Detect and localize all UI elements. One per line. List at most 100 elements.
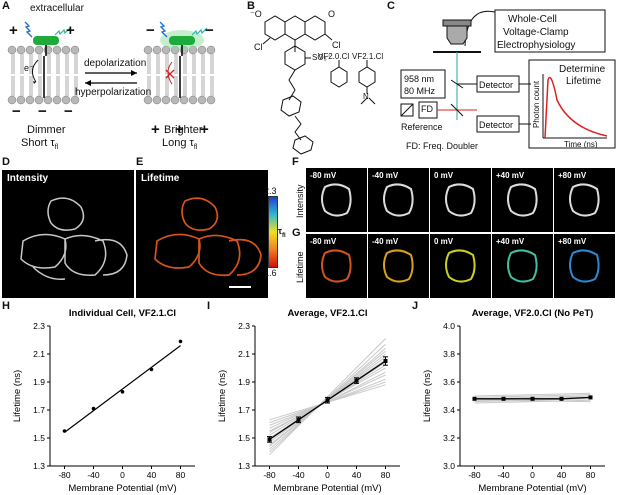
ephys-title-3: Electrophysiology xyxy=(497,40,576,51)
x-tick-label: -40 xyxy=(292,470,305,480)
y-tick-label: 3.8 xyxy=(443,349,455,359)
y-tick-label: 3.2 xyxy=(443,433,455,443)
individual-cell-line xyxy=(474,392,591,397)
intensity-tile: +40 mV xyxy=(492,168,553,232)
x-tick-label: -40 xyxy=(87,470,100,480)
x-tick-label: 80 xyxy=(381,470,391,480)
panel-a-schematic xyxy=(0,0,245,155)
determine-label-2: Lifetime xyxy=(566,76,602,87)
x-tick-label: 0 xyxy=(530,470,535,480)
y-tick-label: 2.3 xyxy=(33,321,45,331)
voltage-label: 0 mV xyxy=(434,171,454,180)
y-tick-label: 1.7 xyxy=(238,405,250,415)
electron-label: e⁻ xyxy=(24,63,34,73)
mean-point xyxy=(472,396,477,401)
panel-label-b: B xyxy=(247,0,255,12)
x-axis-label: Membrane Potential (mV) xyxy=(68,483,176,494)
voltage-label: -80 mV xyxy=(310,237,337,246)
lifetime-tile: +80 mV xyxy=(554,234,615,298)
panel-label-f: F xyxy=(292,156,299,168)
fit-line xyxy=(64,345,181,433)
right-plus-2: + xyxy=(175,121,184,138)
voltage-label: -40 mV xyxy=(372,171,399,180)
panel-b-structures xyxy=(245,0,385,155)
lifetime-cells xyxy=(154,197,262,288)
panel-label-i: I xyxy=(207,300,211,312)
cl-left-label: Cl xyxy=(254,42,263,52)
panel-label-d: D xyxy=(2,156,10,168)
y-tick-label: 1.3 xyxy=(238,461,250,471)
mean-point xyxy=(588,395,593,400)
y-tick-label: 3.0 xyxy=(443,461,455,471)
x-tick-label: -80 xyxy=(58,470,71,480)
photon-count-axis: Photon count xyxy=(532,80,541,128)
left-minus-2: − xyxy=(38,103,47,120)
fd-legend: FD: Freq. Doubler xyxy=(406,141,479,151)
x-axis-label: Membrane Potential (mV) xyxy=(478,483,586,494)
o-minus-label: ⁻O xyxy=(250,9,262,19)
y-tick-label: 1.9 xyxy=(238,377,250,387)
mean-point xyxy=(267,437,272,442)
y-tick-label: 1.7 xyxy=(33,405,45,415)
panel-label-a: A xyxy=(2,0,10,12)
so3-label: SO₃⁻ xyxy=(312,53,332,62)
x-axis-label: Membrane Potential (mV) xyxy=(273,483,381,494)
mean-point xyxy=(559,396,564,401)
y-tick-label: 3.6 xyxy=(443,377,455,387)
individual-cell-line xyxy=(474,394,591,398)
y-tick-label: 2.1 xyxy=(33,349,45,359)
right-minus-2: − xyxy=(205,22,214,39)
row-lifetime-label: Lifetime xyxy=(295,251,305,283)
right-dye-molecule xyxy=(160,30,204,98)
short-tau-label: Short τfl xyxy=(21,137,59,152)
voltage-label: 0 mV xyxy=(434,237,454,246)
mean-point xyxy=(530,396,535,401)
x-tick-label: 80 xyxy=(586,470,596,480)
y-tick-label: 1.3 xyxy=(33,461,45,471)
n-label: N xyxy=(363,92,369,101)
panel-label-c: C xyxy=(387,0,395,12)
y-axis-label: Lifetime (ns) xyxy=(217,370,228,422)
mean-point xyxy=(354,378,359,383)
y-axis-label: Lifetime (ns) xyxy=(422,370,433,422)
y-tick-label: 1.5 xyxy=(33,433,45,443)
intensity-tile: -40 mV xyxy=(368,168,429,232)
panel-label-e: E xyxy=(136,156,144,168)
y-tick-label: 2.3 xyxy=(238,321,250,331)
lifetime-colorbar xyxy=(268,196,278,268)
y-tick-label: 2.1 xyxy=(238,349,250,359)
right-plus-1: + xyxy=(151,121,160,138)
voltage-label: +80 mV xyxy=(558,237,587,246)
x-tick-label: 0 xyxy=(120,470,125,480)
cbar-max: 2.3 xyxy=(264,186,277,196)
left-minus-1: − xyxy=(12,103,21,120)
right-plus-3: + xyxy=(200,121,209,138)
vf21-label: VF2.1.Cl xyxy=(352,52,384,61)
left-plus-1: + xyxy=(9,22,18,39)
fd-label: FD xyxy=(421,104,433,114)
mean-point xyxy=(383,359,388,363)
individual-cell-line xyxy=(474,399,591,403)
laser-rate: 80 MHz xyxy=(404,86,436,96)
lifetime-image: Lifetime xyxy=(136,170,268,298)
chart-title: Average, VF2.0.Cl (No PeT) xyxy=(472,308,594,319)
x-tick-label: 0 xyxy=(325,470,330,480)
y-tick-label: 1.5 xyxy=(238,433,250,443)
cbar-tau-label: τfl xyxy=(278,226,286,239)
lifetime-tile: 0 mV xyxy=(430,234,491,298)
detector-bottom-label: Detector xyxy=(479,120,514,130)
voltage-label: +40 mV xyxy=(496,237,525,246)
brighter-label: Brighter xyxy=(164,124,203,136)
transition-arrows xyxy=(85,70,137,86)
row-intensity-label: Intensity xyxy=(295,184,305,218)
left-plus-2: + xyxy=(66,22,75,39)
extracellular-label: extracellular xyxy=(30,3,84,14)
x-tick-label: -80 xyxy=(263,470,276,480)
intensity-label: Intensity xyxy=(7,173,49,184)
depolarization-label: depolarization xyxy=(84,58,147,69)
x-tick-label: 40 xyxy=(147,470,157,480)
individual-cell-line xyxy=(474,399,591,404)
mean-point xyxy=(501,396,506,401)
y-tick-label: 1.9 xyxy=(33,377,45,387)
data-point xyxy=(62,429,67,433)
